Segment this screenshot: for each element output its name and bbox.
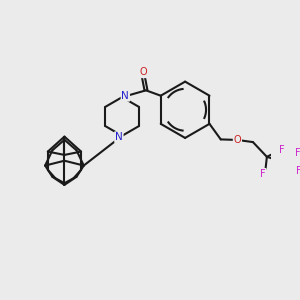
- Text: F: F: [296, 148, 300, 158]
- Text: F: F: [296, 166, 300, 176]
- Text: O: O: [140, 68, 147, 77]
- Text: F: F: [279, 145, 285, 155]
- Text: N: N: [115, 132, 123, 142]
- Text: N: N: [122, 91, 129, 101]
- Text: F: F: [260, 169, 266, 179]
- Text: O: O: [234, 135, 241, 145]
